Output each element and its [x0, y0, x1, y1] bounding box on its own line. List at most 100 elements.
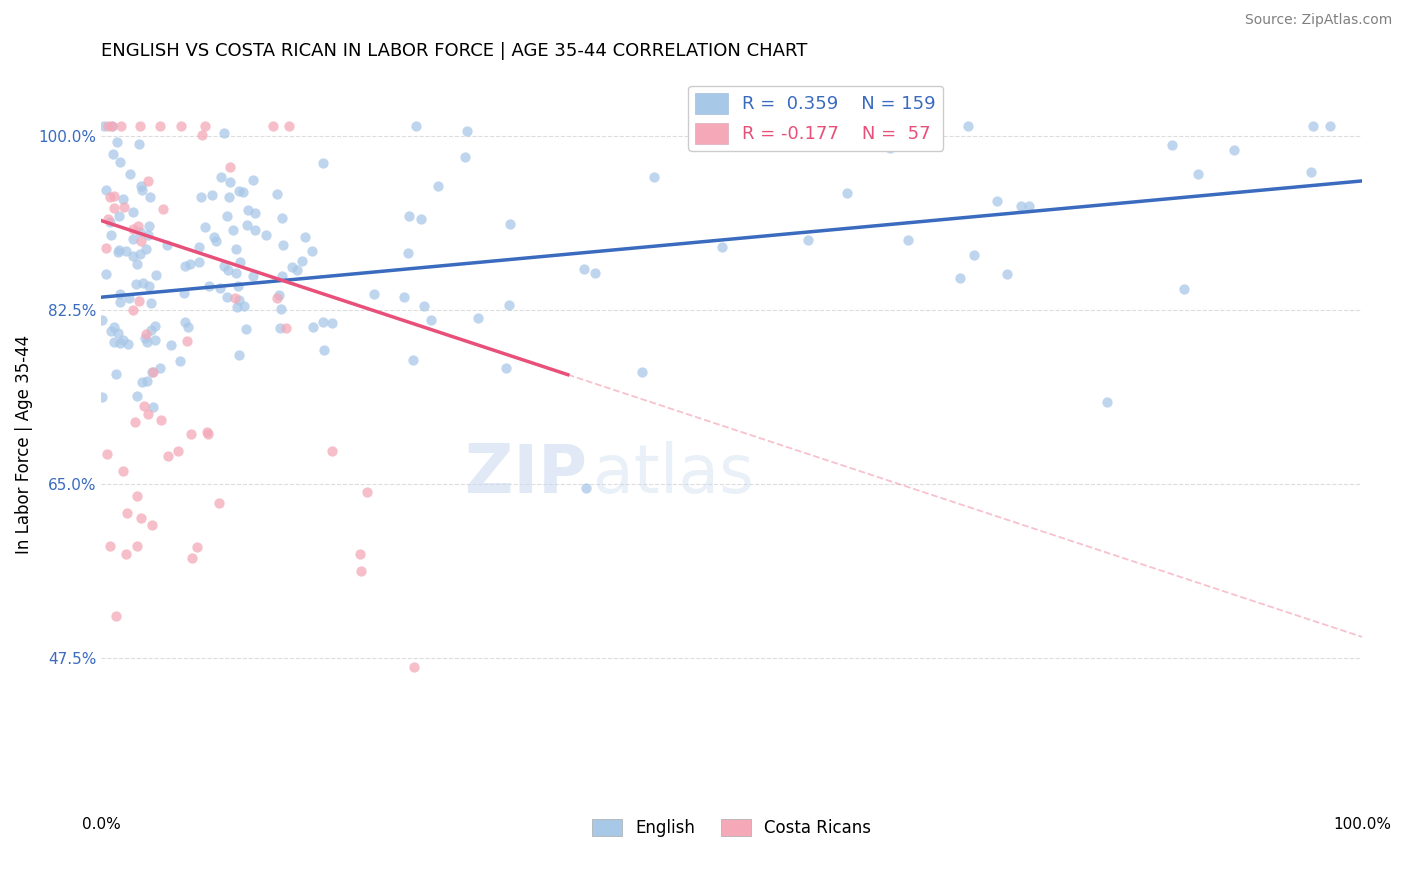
Point: [228, 279, 250, 293]
Point: [97, 120, 120, 134]
Point: [129, 226, 152, 240]
Point: [125, 277, 148, 292]
Point: [100, 228, 122, 243]
Point: [232, 185, 254, 199]
Point: [270, 269, 292, 284]
Point: [224, 291, 246, 305]
Point: [108, 295, 131, 310]
Point: [197, 426, 219, 441]
Point: [1299, 165, 1322, 179]
Point: [266, 291, 288, 305]
Point: [139, 296, 162, 310]
Point: [245, 206, 267, 220]
Point: [141, 518, 163, 533]
Point: [242, 268, 264, 283]
Point: [212, 259, 235, 273]
Point: [98, 539, 121, 553]
Point: [879, 141, 901, 155]
Point: [405, 120, 427, 134]
Point: [218, 190, 240, 204]
Point: [122, 205, 145, 219]
Point: [90, 313, 112, 327]
Point: [117, 336, 139, 351]
Legend: English, Costa Ricans: English, Costa Ricans: [586, 813, 877, 844]
Point: [94, 267, 117, 281]
Point: [152, 202, 174, 216]
Point: [291, 253, 314, 268]
Point: [409, 211, 432, 226]
Point: [456, 124, 478, 138]
Point: [225, 242, 247, 256]
Point: [270, 301, 292, 316]
Point: [121, 248, 143, 262]
Point: [138, 279, 160, 293]
Point: [91, 390, 114, 404]
Point: [149, 360, 172, 375]
Point: [167, 443, 190, 458]
Point: [419, 313, 441, 327]
Text: atlas: atlas: [593, 441, 754, 507]
Point: [190, 190, 212, 204]
Point: [136, 227, 159, 242]
Point: [135, 242, 157, 256]
Point: [233, 299, 256, 313]
Point: [112, 193, 135, 207]
Point: [271, 238, 294, 252]
Point: [228, 254, 250, 268]
Point: [108, 287, 131, 301]
Point: [398, 209, 420, 223]
Point: [997, 267, 1019, 281]
Point: [142, 401, 165, 415]
Point: [143, 318, 166, 333]
Point: [321, 316, 343, 330]
Point: [280, 260, 302, 274]
Point: [188, 240, 211, 254]
Point: [312, 343, 335, 357]
Text: ENGLISH VS COSTA RICAN IN LABOR FORCE | AGE 35-44 CORRELATION CHART: ENGLISH VS COSTA RICAN IN LABOR FORCE | …: [101, 42, 808, 60]
Point: [235, 321, 257, 335]
Point: [118, 291, 141, 305]
Point: [108, 243, 131, 257]
Point: [122, 302, 145, 317]
Point: [1160, 138, 1182, 153]
Point: [122, 232, 145, 246]
Point: [217, 263, 239, 277]
Text: ZIP: ZIP: [465, 441, 586, 507]
Point: [149, 413, 172, 427]
Point: [467, 311, 489, 326]
Point: [128, 137, 150, 152]
Point: [200, 188, 222, 202]
Point: [134, 331, 156, 345]
Point: [363, 287, 385, 301]
Point: [218, 175, 240, 189]
Point: [215, 209, 238, 223]
Point: [194, 120, 217, 134]
Point: [572, 262, 595, 277]
Point: [149, 120, 172, 134]
Point: [94, 241, 117, 255]
Point: [101, 120, 124, 134]
Point: [97, 212, 120, 227]
Point: [356, 485, 378, 500]
Point: [136, 335, 159, 350]
Point: [103, 320, 125, 334]
Point: [1173, 282, 1195, 296]
Point: [1010, 199, 1032, 213]
Point: [191, 128, 214, 143]
Point: [396, 246, 419, 260]
Point: [205, 234, 228, 248]
Point: [129, 511, 152, 525]
Point: [103, 335, 125, 350]
Point: [110, 154, 132, 169]
Point: [236, 218, 259, 232]
Point: [125, 539, 148, 553]
Point: [208, 281, 231, 295]
Y-axis label: In Labor Force | Age 35-44: In Labor Force | Age 35-44: [15, 334, 32, 554]
Point: [103, 201, 125, 215]
Point: [427, 179, 450, 194]
Point: [236, 203, 259, 218]
Point: [115, 244, 138, 259]
Point: [104, 368, 127, 382]
Point: [226, 300, 249, 314]
Point: [132, 400, 155, 414]
